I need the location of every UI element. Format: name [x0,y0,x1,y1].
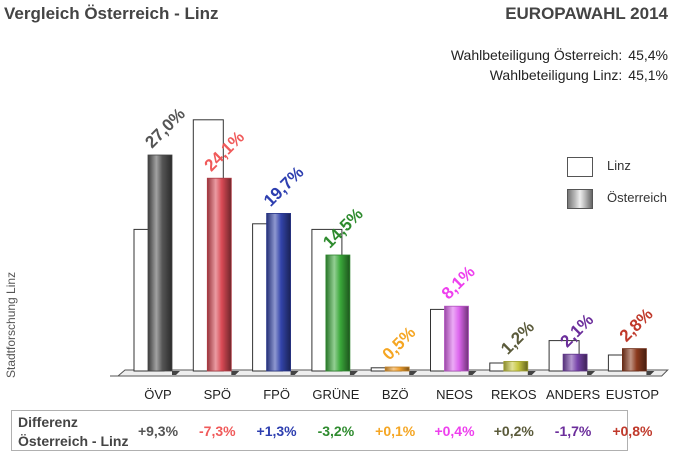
difference-value-BZÖ: +0,1% [375,423,416,439]
bar-chart: 27,0%ÖVP24,1%SPÖ19,7%FPÖ14,5%GRÜNE0,5%BZ… [110,104,669,400]
election-title: EUROPAWAHL 2014 [505,4,668,23]
difference-panel-right [328,410,628,451]
data-label-EUSTOP: 2,8% [616,305,657,346]
difference-value-ÖVP: +9,3% [137,423,179,439]
difference-value-NEOS: +0,4% [434,423,475,439]
data-label-ÖVP: 27,0% [141,104,189,152]
bar-austria-GRÜNE [325,254,351,372]
category-label-NEOS: NEOS [436,387,473,400]
bar-austria-ANDERS [562,353,588,372]
data-label-GRÜNE: 14,5% [319,204,367,252]
bar-austria-ÖVP [147,154,173,372]
chart-title: Vergleich Österreich - Linz [4,4,219,23]
legend-swatch-linz [567,157,593,177]
difference-value-GRÜNE: -3,2% [317,423,355,439]
data-label-REKOS: 1,2% [497,317,538,358]
category-label-SPÖ: SPÖ [204,387,231,400]
data-label-NEOS: 8,1% [438,262,479,303]
bar-austria-NEOS [444,305,469,372]
data-label-BZÖ: 0,5% [379,323,420,364]
category-label-BZÖ: BZÖ [382,387,409,400]
legend-label-austria: Österreich [607,190,667,205]
difference-value-EUSTOP: +0,8% [612,423,653,439]
turnout-linz-label: Wahlbeteiligung Linz: [489,67,623,83]
difference-value-SPÖ: -7,3% [199,423,236,439]
data-label-FPÖ: 19,7% [260,163,308,211]
turnout-linz: Wahlbeteiligung Linz: 45,1% [490,67,668,83]
turnout-austria-value: 45,4% [628,47,668,63]
category-label-GRÜNE: GRÜNE [312,387,359,400]
difference-value-FPÖ: +1,3% [256,423,297,439]
turnout-austria: Wahlbeteiligung Österreich: 45,4% [451,47,668,63]
legend-swatch-austria [567,189,593,209]
difference-panel [11,410,329,451]
category-label-FPÖ: FPÖ [263,387,290,400]
bar-austria-FPÖ [266,212,292,372]
category-label-ÖVP: ÖVP [144,387,171,400]
category-label-EUSTOP: EUSTOP [606,387,659,400]
difference-value-REKOS: +0,2% [493,423,534,439]
bar-austria-REKOS [503,360,529,372]
bar-austria-SPÖ [206,177,232,372]
difference-value-ANDERS: -1,7% [554,423,592,439]
legend-label-linz: Linz [607,158,631,173]
bar-austria-EUSTOP [622,348,647,372]
bar-austria-BZÖ [384,366,410,372]
category-label-REKOS: REKOS [491,387,537,400]
turnout-austria-label: Wahlbeteiligung Österreich: [450,47,623,63]
turnout-linz-value: 45,1% [628,67,668,83]
difference-label-line2: Österreich - Linz [18,433,129,449]
category-label-ANDERS: ANDERS [546,387,601,400]
difference-label-line1: Differenz [18,414,78,430]
